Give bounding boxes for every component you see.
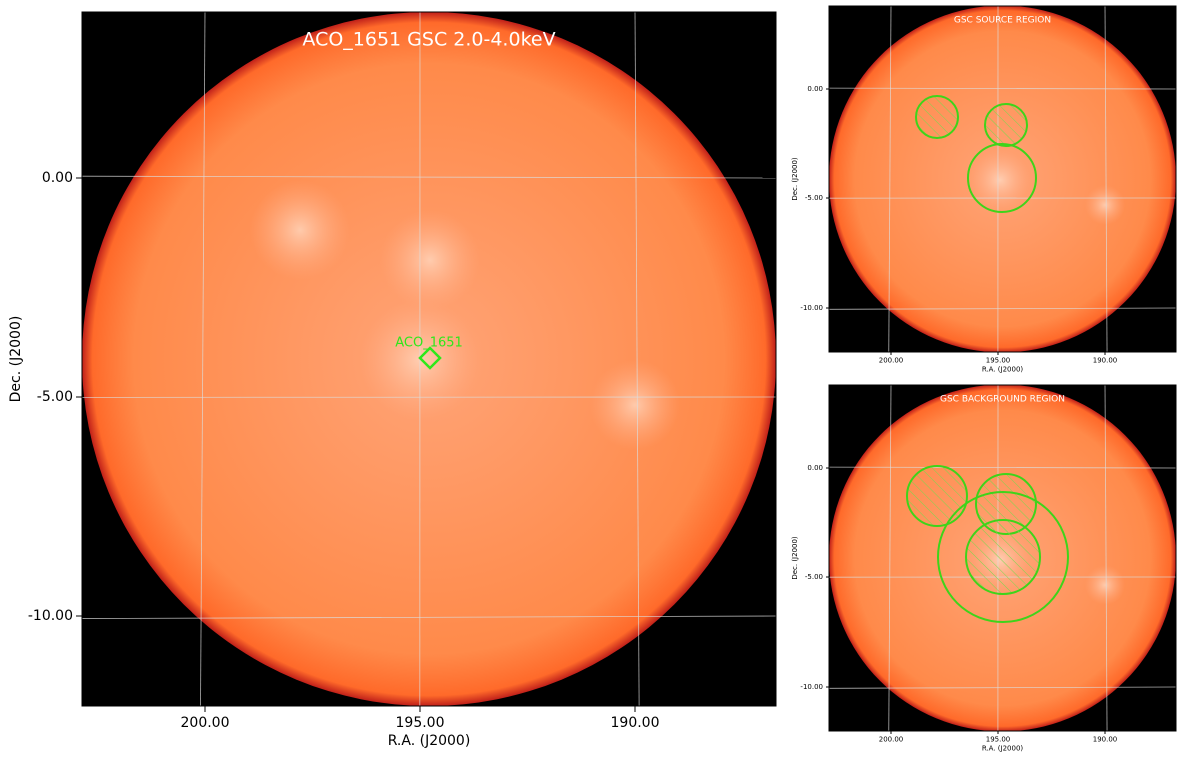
emission xyxy=(590,360,680,450)
region xyxy=(937,491,1069,623)
x-tick-label: 200.00 xyxy=(181,715,230,731)
emission xyxy=(380,210,480,310)
grid-line xyxy=(828,307,1177,310)
y-tick-label: -10.00 xyxy=(800,304,823,312)
y-tick-label: 0.00 xyxy=(42,170,73,186)
source-marker xyxy=(418,346,442,370)
grid-line xyxy=(81,175,777,179)
y-tick-label: -5.00 xyxy=(37,389,73,405)
region xyxy=(967,143,1037,213)
grid-line xyxy=(828,87,1177,90)
emission xyxy=(250,180,350,280)
y-axis-label: Dec. (J2000) xyxy=(791,157,799,201)
x-tick-label: 200.00 xyxy=(879,356,904,364)
grid-line xyxy=(1104,384,1108,732)
x-tick-label: 195.00 xyxy=(986,735,1011,743)
panel-title: GSC BACKGROUND REGION xyxy=(940,395,1065,405)
grid-line xyxy=(81,615,777,619)
x-axis-label: R.A. (J2000) xyxy=(388,733,471,749)
y-axis-label: Dec. (J2000) xyxy=(8,316,24,403)
grid-line xyxy=(634,11,640,707)
axes-frame xyxy=(81,11,777,707)
grid-line xyxy=(888,5,892,353)
x-axis-label: R.A. (J2000) xyxy=(982,745,1024,753)
grid-line xyxy=(1104,5,1108,353)
x-tick-label: 195.00 xyxy=(396,715,445,731)
y-tick-label: 0.00 xyxy=(807,464,823,472)
axes-frame xyxy=(828,384,1177,732)
panel-title: GSC SOURCE REGION xyxy=(954,16,1051,26)
x-axis-label: R.A. (J2000) xyxy=(982,366,1024,374)
y-tick-label: 0.00 xyxy=(807,85,823,93)
axes-frame xyxy=(828,5,1177,353)
region xyxy=(915,95,959,139)
emission xyxy=(1085,565,1125,605)
grid-line xyxy=(888,384,892,732)
x-tick-label: 190.00 xyxy=(1093,356,1118,364)
emission xyxy=(970,150,1030,210)
grid-line xyxy=(828,466,1177,469)
y-tick-label: -5.00 xyxy=(805,194,823,202)
grid-line xyxy=(828,686,1177,689)
source-label: ACO_1651 xyxy=(395,336,463,351)
x-tick-label: 190.00 xyxy=(611,715,660,731)
panel-title: ACO_1651 GSC 2.0-4.0keV xyxy=(302,29,555,51)
y-tick-label: -5.00 xyxy=(805,573,823,581)
x-tick-label: 200.00 xyxy=(879,735,904,743)
emission xyxy=(1085,185,1125,225)
x-tick-label: 195.00 xyxy=(986,356,1011,364)
region xyxy=(965,519,1041,595)
region xyxy=(906,465,968,527)
y-tick-label: -10.00 xyxy=(28,608,73,624)
y-tick-label: -10.00 xyxy=(800,683,823,691)
grid-line xyxy=(200,11,206,707)
x-tick-label: 190.00 xyxy=(1093,735,1118,743)
region xyxy=(984,103,1028,147)
y-axis-label: Dec. (J2000) xyxy=(791,536,799,580)
